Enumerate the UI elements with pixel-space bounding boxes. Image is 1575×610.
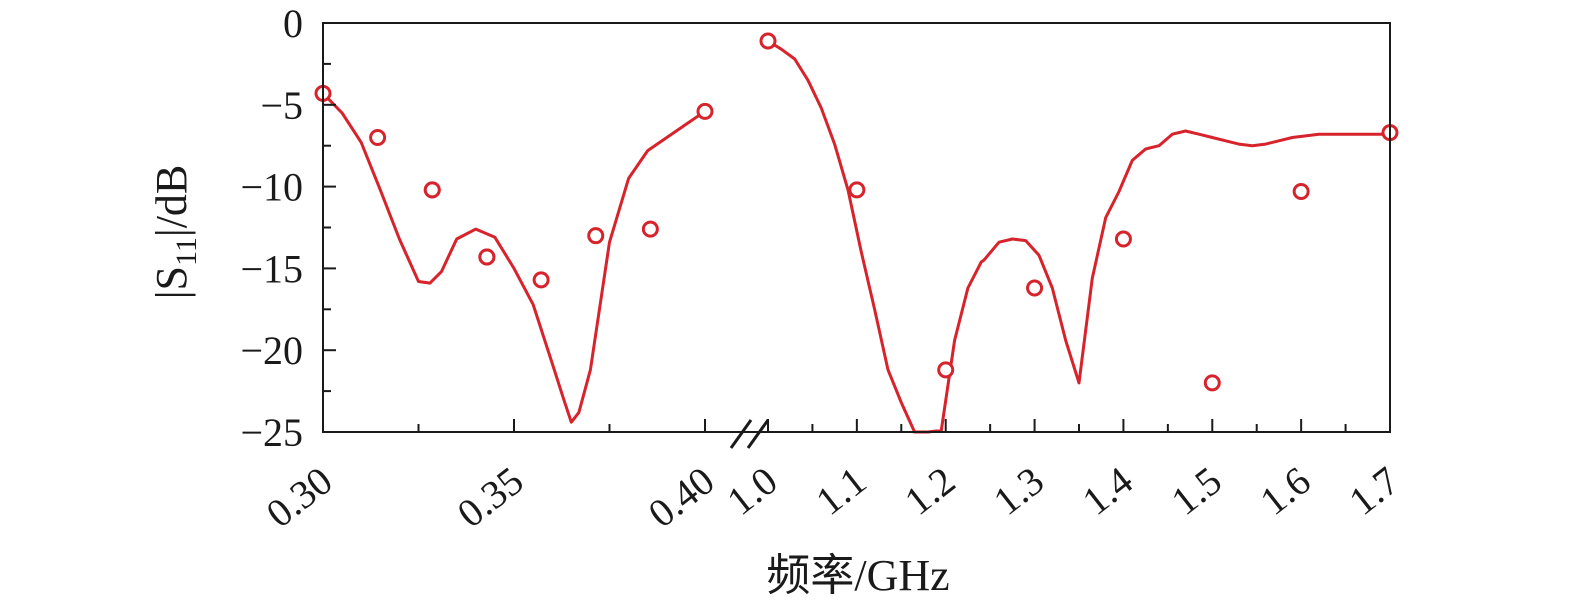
x-tick-label: 1.5 bbox=[1163, 458, 1230, 524]
data-point bbox=[1292, 183, 1310, 201]
data-point bbox=[848, 181, 866, 199]
data-point bbox=[532, 271, 550, 289]
x-ticks: 0.30 0.35 0.401.0 1.1 1.2 1.3 1.4 1.5 1.6 1.7 bbox=[258, 419, 1408, 536]
y-tick-label: −15 bbox=[240, 246, 303, 291]
series-line bbox=[767, 39, 1391, 434]
x-tick-label: 1.3 bbox=[985, 458, 1052, 524]
x-axis-title: 频率/GHz bbox=[766, 551, 949, 600]
data-point bbox=[937, 361, 955, 379]
y-tick-label: −20 bbox=[240, 328, 303, 373]
y-ticks: 0 −5 −10 −15 −20 −25 bbox=[240, 1, 336, 455]
axis-break-mark bbox=[729, 419, 770, 449]
y-tick-label: −10 bbox=[240, 165, 303, 210]
data-point bbox=[369, 129, 387, 147]
data-point bbox=[696, 102, 714, 120]
x-tick-label: 1.1 bbox=[807, 458, 874, 524]
y-tick-label: −5 bbox=[260, 83, 303, 128]
x-tick-label: 0.35 bbox=[449, 458, 532, 537]
x-tick-label: 1.7 bbox=[1340, 458, 1407, 524]
curve-layer bbox=[314, 32, 1399, 434]
x-tick-label: 1.2 bbox=[896, 458, 963, 524]
x-tick-label: 1.0 bbox=[718, 458, 785, 524]
data-point bbox=[478, 248, 496, 266]
data-point bbox=[1203, 374, 1221, 392]
data-point bbox=[423, 181, 441, 199]
y-axis-title: |S11|/dB bbox=[147, 165, 203, 300]
x-tick-label: 1.6 bbox=[1252, 458, 1319, 524]
data-point bbox=[1114, 230, 1132, 248]
x-tick-label: 1.4 bbox=[1074, 458, 1141, 524]
y-tick-label: 0 bbox=[283, 1, 303, 46]
series-line bbox=[321, 92, 706, 424]
x-tick-label: 0.30 bbox=[258, 458, 341, 537]
data-point bbox=[1026, 279, 1044, 297]
data-point bbox=[759, 32, 777, 50]
data-point bbox=[587, 227, 605, 245]
x-tick-label: 0.40 bbox=[640, 458, 723, 537]
data-point bbox=[641, 220, 659, 238]
y-tick-label: −25 bbox=[240, 410, 303, 455]
